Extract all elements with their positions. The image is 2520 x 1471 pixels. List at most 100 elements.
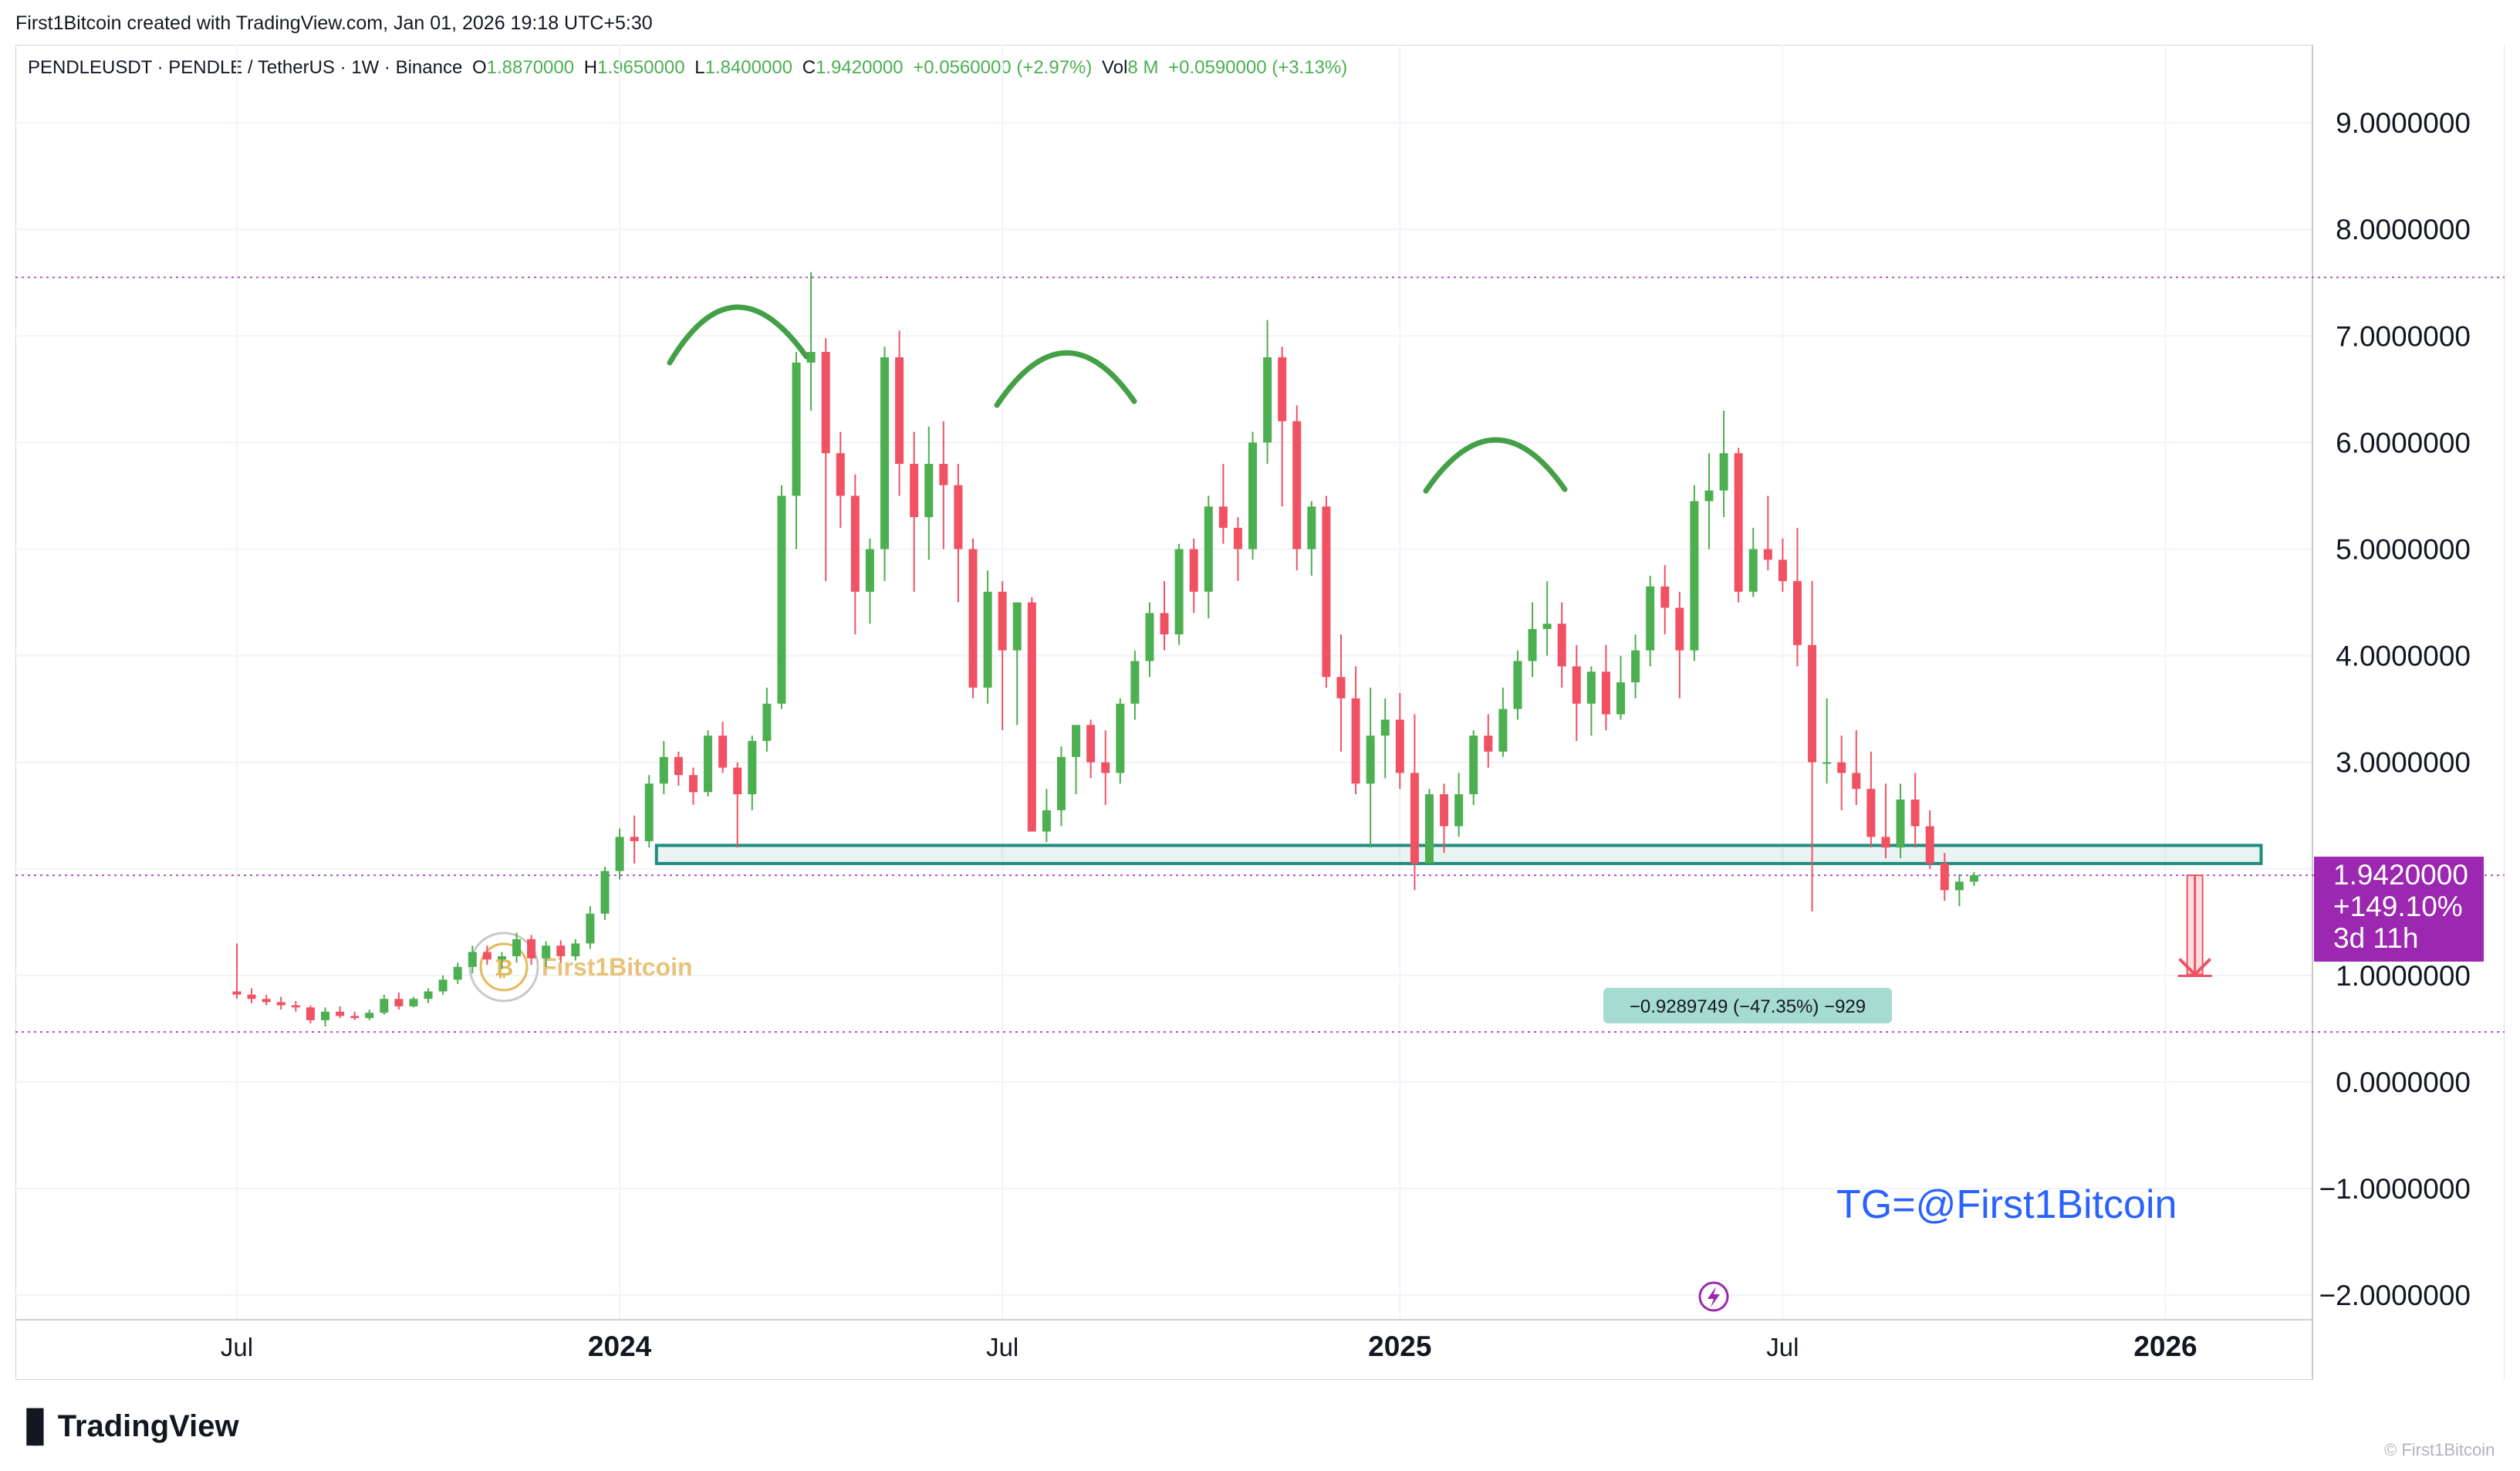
tradingview-logo[interactable]: ▐▌ TradingView xyxy=(15,1409,239,1444)
chart-pane[interactable] xyxy=(15,45,2313,1380)
price-axis-label[interactable]: 3.0000000 xyxy=(2336,747,2471,779)
candle[interactable] xyxy=(615,828,624,880)
candle[interactable] xyxy=(586,906,595,949)
candle[interactable] xyxy=(1498,688,1508,757)
candle[interactable] xyxy=(1808,580,1817,912)
candle[interactable] xyxy=(1395,692,1404,790)
candle[interactable] xyxy=(409,996,418,1008)
candle[interactable] xyxy=(468,945,477,974)
candle[interactable] xyxy=(276,996,285,1010)
price-axis-label[interactable]: 4.0000000 xyxy=(2336,641,2471,672)
candle[interactable] xyxy=(262,994,271,1006)
candle[interactable] xyxy=(1616,655,1626,720)
candle[interactable] xyxy=(1218,464,1228,544)
candle[interactable] xyxy=(1292,405,1302,571)
candle[interactable] xyxy=(1263,320,1272,465)
price-tag-box[interactable] xyxy=(2314,857,2484,962)
candle[interactable] xyxy=(1719,410,1728,518)
candle[interactable] xyxy=(1101,730,1110,805)
candle[interactable] xyxy=(497,952,506,969)
price-axis-label[interactable]: 6.0000000 xyxy=(2336,427,2471,458)
candle[interactable] xyxy=(1174,543,1184,645)
candle[interactable] xyxy=(1366,688,1375,848)
candle[interactable] xyxy=(983,570,992,704)
candle[interactable] xyxy=(336,1006,345,1019)
candle[interactable] xyxy=(1145,602,1154,678)
candle[interactable] xyxy=(718,722,728,773)
candle[interactable] xyxy=(1675,591,1684,698)
price-axis-label[interactable]: 7.0000000 xyxy=(2336,320,2471,352)
candle[interactable] xyxy=(954,464,963,603)
candle[interactable] xyxy=(350,1011,360,1020)
candle[interactable] xyxy=(777,485,786,709)
candle[interactable] xyxy=(688,767,698,805)
candle[interactable] xyxy=(704,730,713,796)
candle[interactable] xyxy=(1410,714,1419,891)
lightning-icon[interactable] xyxy=(1698,1281,1729,1312)
candle[interactable] xyxy=(748,736,757,810)
candle[interactable] xyxy=(1042,789,1051,843)
candle[interactable] xyxy=(1307,501,1316,577)
candle[interactable] xyxy=(1484,714,1493,768)
candle[interactable] xyxy=(394,992,404,1010)
candle[interactable] xyxy=(850,474,860,634)
price-axis-label[interactable]: 9.0000000 xyxy=(2336,107,2471,139)
candle[interactable] xyxy=(556,940,566,963)
candle[interactable] xyxy=(1557,602,1566,688)
candle[interactable] xyxy=(865,538,874,624)
candle[interactable] xyxy=(1160,580,1169,651)
candle[interactable] xyxy=(968,538,978,698)
candle[interactable] xyxy=(1925,810,1934,869)
candle[interactable] xyxy=(1528,602,1537,678)
candle[interactable] xyxy=(320,1007,329,1027)
price-axis-label[interactable]: −1.0000000 xyxy=(2319,1173,2471,1205)
candle[interactable] xyxy=(792,352,801,550)
peak-arc[interactable] xyxy=(667,304,809,366)
candle[interactable] xyxy=(1940,853,1949,901)
candle[interactable] xyxy=(1822,698,1832,784)
candle[interactable] xyxy=(806,272,816,411)
candle[interactable] xyxy=(1866,751,1876,848)
candle[interactable] xyxy=(998,580,1007,731)
candle[interactable] xyxy=(1704,453,1714,550)
candle[interactable] xyxy=(424,988,433,1003)
candle[interactable] xyxy=(365,1009,374,1020)
candle[interactable] xyxy=(895,330,904,496)
candle[interactable] xyxy=(1881,783,1890,858)
candle[interactable] xyxy=(924,426,934,560)
time-axis-label[interactable]: Jul xyxy=(221,1333,253,1361)
candle[interactable] xyxy=(1072,725,1081,795)
candle[interactable] xyxy=(1792,527,1802,667)
peak-arc[interactable] xyxy=(994,350,1137,408)
candle[interactable] xyxy=(1748,527,1758,597)
peak-arc[interactable] xyxy=(1423,437,1568,494)
candle[interactable] xyxy=(1322,495,1331,688)
candle[interactable] xyxy=(1601,644,1610,731)
candle[interactable] xyxy=(1572,644,1581,742)
candle[interactable] xyxy=(1440,783,1449,854)
candle[interactable] xyxy=(1012,602,1022,725)
candle[interactable] xyxy=(1233,517,1242,581)
price-axis-label[interactable]: 5.0000000 xyxy=(2336,534,2471,566)
candle[interactable] xyxy=(1896,783,1905,858)
candle[interactable] xyxy=(1586,666,1596,736)
candle[interactable] xyxy=(1278,347,1287,507)
candle[interactable] xyxy=(1086,719,1096,779)
candle[interactable] xyxy=(453,962,462,984)
candle[interactable] xyxy=(939,421,948,550)
candle[interactable] xyxy=(762,688,772,752)
time-axis-label[interactable]: Jul xyxy=(986,1333,1018,1361)
candle[interactable] xyxy=(306,1005,315,1024)
candle[interactable] xyxy=(232,943,242,999)
candle[interactable] xyxy=(1027,597,1036,832)
candle[interactable] xyxy=(1734,448,1743,603)
candle[interactable] xyxy=(630,815,639,864)
candle[interactable] xyxy=(880,347,890,581)
candle[interactable] xyxy=(1837,736,1846,810)
candle[interactable] xyxy=(1690,485,1699,661)
candle[interactable] xyxy=(644,775,654,848)
candle[interactable] xyxy=(1513,650,1522,720)
candle[interactable] xyxy=(1351,666,1360,795)
candle[interactable] xyxy=(1542,580,1552,656)
